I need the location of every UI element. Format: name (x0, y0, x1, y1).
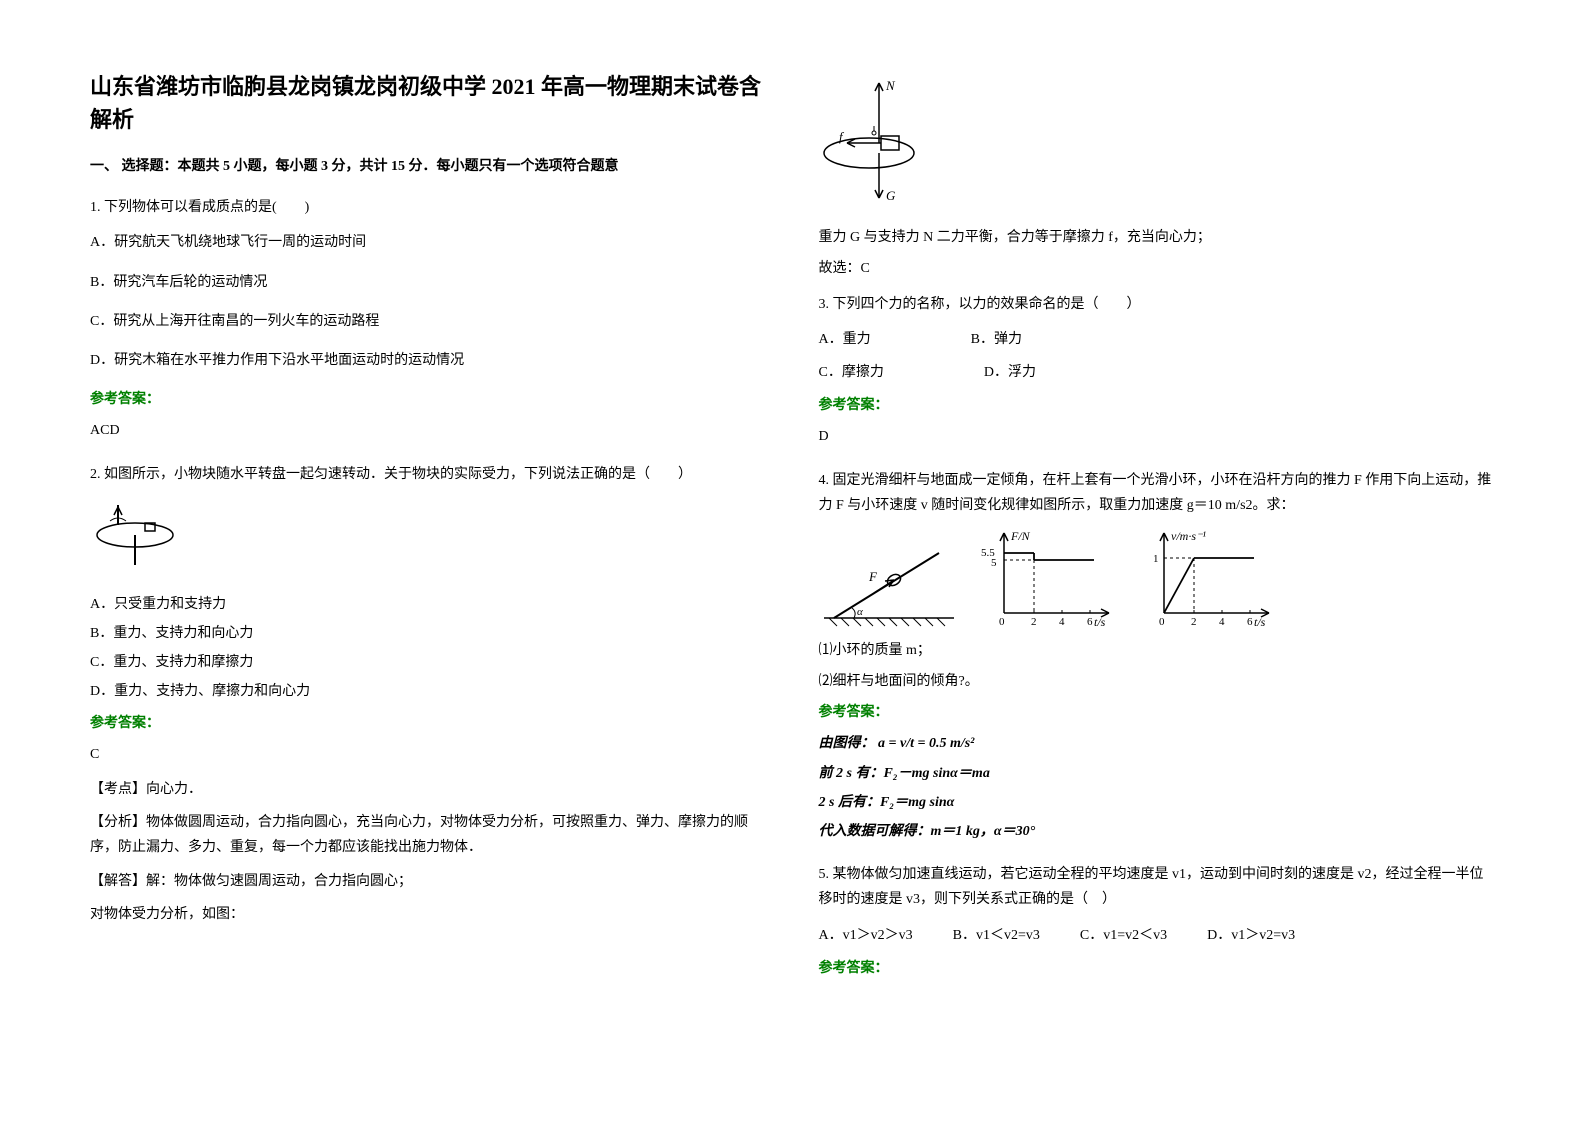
svg-text:G: G (886, 188, 896, 203)
q2-fenxi: 【分析】物体做圆周运动，合力指向圆心，充当向心力，对物体受力分析，可按照重力、弹… (90, 810, 769, 860)
chart2-xlabel: t/s (1254, 615, 1266, 628)
fenxi-text: 物体做圆周运动，合力指向圆心，充当向心力，对物体受力分析，可按照重力、弹力、摩擦… (90, 815, 748, 855)
chart-force-time: F/N t/s 5.5 5 0 2 4 6 (979, 528, 1119, 628)
q2-jieda: 【解答】解：物体做匀速圆周运动，合力指向圆心； (90, 869, 769, 894)
q4-text: 4. 固定光滑细杆与地面成一定倾角，在杆上套有一个光滑小环，小环在沿杆方向的推力… (819, 468, 1498, 518)
q2-kaodian: 【考点】向心力． (90, 777, 769, 802)
q1-optC: C．研究从上海开往南昌的一列火车的运动路程 (90, 309, 769, 334)
q5-answer-label: 参考答案： (819, 956, 1498, 981)
q5-optB: B．v1＜v2=v3 (953, 923, 1040, 948)
q2-answer-label: 参考答案： (90, 711, 769, 736)
q3-optA: A．重力 (819, 327, 871, 352)
question-4: 4. 固定光滑细杆与地面成一定倾角，在杆上套有一个光滑小环，小环在沿杆方向的推力… (819, 468, 1498, 845)
question-1: 1. 下列物体可以看成质点的是( ) A．研究航天飞机绕地球飞行一周的运动时间 … (90, 195, 769, 443)
q1-answer: ACD (90, 418, 769, 443)
q2-jieda3: 重力 G 与支持力 N 二力平衡，合力等于摩擦力 f，充当向心力； (819, 225, 1498, 250)
q2-text: 2. 如图所示，小物块随水平转盘一起匀速转动．关于物块的实际受力，下列说法正确的… (90, 462, 769, 487)
q4-sub2: ⑵细杆与地面间的倾角?。 (819, 669, 1498, 694)
chart1-x6: 6 (1087, 616, 1093, 628)
left-column: 山东省潍坊市临朐县龙岗镇龙岗初级中学 2021 年高一物理期末试卷含解析 一、 … (90, 70, 769, 1052)
incline-diagram: F α (819, 538, 959, 628)
question-2: 2. 如图所示，小物块随水平转盘一起匀速转动．关于物块的实际受力，下列说法正确的… (90, 462, 769, 927)
right-column: N f G 重力 G 与支持力 N 二力平衡，合力等于摩擦力 f，充当向心力； … (819, 70, 1498, 1052)
q5-optC: C．v1=v2＜v3 (1080, 923, 1167, 948)
q2-optA: A．只受重力和支持力 (90, 592, 769, 617)
chart1-x4: 4 (1059, 616, 1065, 628)
chart-velocity-time: v/m·s⁻¹ t/s 1 0 2 4 6 (1139, 528, 1279, 628)
q1-optA: A．研究航天飞机绕地球飞行一周的运动时间 (90, 230, 769, 255)
chart2-x2: 2 (1191, 616, 1197, 628)
page-title: 山东省潍坊市临朐县龙岗镇龙岗初级中学 2021 年高一物理期末试卷含解析 (90, 70, 769, 136)
q1-optB: B．研究汽车后轮的运动情况 (90, 270, 769, 295)
q4-formula3: 2 s 后有：F₂＝mg sinα (819, 790, 1498, 815)
q2-optC: C．重力、支持力和摩擦力 (90, 650, 769, 675)
q4-formula4: 代入数据可解得：m＝1 kg，α＝30° (819, 819, 1498, 844)
chart1-y5: 5 (991, 557, 997, 569)
chart1-x2: 2 (1031, 616, 1037, 628)
q2-optB: B．重力、支持力和向心力 (90, 621, 769, 646)
chart2-y1: 1 (1153, 553, 1159, 565)
q2-optD: D．重力、支持力、摩擦力和向心力 (90, 679, 769, 704)
question-5: 5. 某物体做匀加速直线运动，若它运动全程的平均速度是 v1，运动到中间时刻的速… (819, 862, 1498, 981)
q3-answer: D (819, 424, 1498, 449)
q4-formula1: 由图得： a = v/t = 0.5 m/s² (819, 731, 1498, 756)
q2-answer: C (90, 742, 769, 767)
svg-text:N: N (885, 78, 896, 93)
formula1-math: a = v/t = 0.5 m/s² (878, 736, 974, 751)
q1-answer-label: 参考答案： (90, 387, 769, 412)
q3-optD: D．浮力 (984, 360, 1036, 385)
fenxi-label: 【分析】 (90, 815, 146, 830)
chart2-ylabel: v/m·s⁻¹ (1171, 529, 1206, 543)
q2-jieda4: 故选：C (819, 256, 1498, 281)
turntable-diagram (90, 505, 190, 575)
q3-answer-label: 参考答案： (819, 393, 1498, 418)
question-3: 3. 下列四个力的名称，以力的效果命名的是（ ） A．重力 B．弹力 C．摩擦力… (819, 292, 1498, 450)
svg-text:F: F (868, 569, 878, 584)
q3-text: 3. 下列四个力的名称，以力的效果命名的是（ ） (819, 292, 1498, 317)
svg-text:f: f (839, 129, 845, 144)
jieda-text1: 解：物体做匀速圆周运动，合力指向圆心； (146, 874, 412, 889)
q1-text: 1. 下列物体可以看成质点的是( ) (90, 195, 769, 220)
q4-formula2: 前 2 s 有：F₂－mg sinα＝ma (819, 761, 1498, 786)
q4-charts: F α F/N t/s 5.5 5 0 2 4 (819, 528, 1498, 628)
svg-text:α: α (857, 606, 863, 618)
q4-sub1: ⑴小环的质量 m； (819, 638, 1498, 663)
chart2-x6: 6 (1247, 616, 1253, 628)
formula1-label: 由图得： (819, 736, 875, 751)
force-diagram: N f G (819, 78, 939, 208)
section-title: 一、 选择题：本题共 5 小题，每小题 3 分，共计 15 分．每小题只有一个选… (90, 154, 769, 179)
chart1-ylabel: F/N (1010, 529, 1031, 543)
chart1-xlabel: t/s (1094, 615, 1106, 628)
jieda-label: 【解答】 (90, 874, 146, 889)
kaodian-text: 向心力． (146, 782, 202, 797)
q5-text: 5. 某物体做匀加速直线运动，若它运动全程的平均速度是 v1，运动到中间时刻的速… (819, 862, 1498, 912)
chart1-x0: 0 (999, 616, 1005, 628)
chart2-x4: 4 (1219, 616, 1225, 628)
q3-optB: B．弹力 (971, 327, 1022, 352)
kaodian-label: 【考点】 (90, 782, 146, 797)
q3-optC: C．摩擦力 (819, 360, 884, 385)
q5-optD: D．v1＞v2=v3 (1207, 923, 1295, 948)
chart2-x0: 0 (1159, 616, 1165, 628)
q2-jieda2: 对物体受力分析，如图： (90, 902, 769, 927)
q4-answer-label: 参考答案： (819, 700, 1498, 725)
q5-optA: A．v1＞v2＞v3 (819, 923, 913, 948)
q1-optD: D．研究木箱在水平推力作用下沿水平地面运动时的运动情况 (90, 348, 769, 373)
